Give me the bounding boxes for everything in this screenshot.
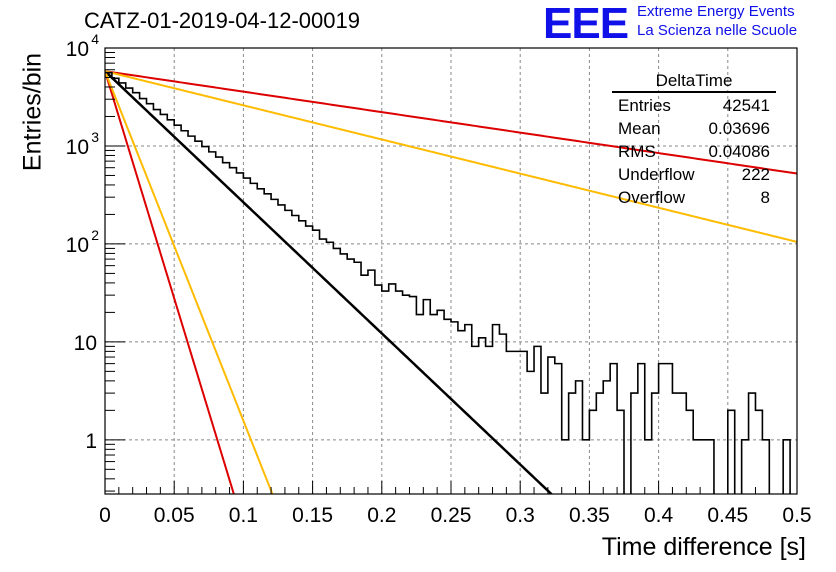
stats-value: 42541 <box>722 96 770 115</box>
stats-label: RMS <box>618 142 656 161</box>
curves <box>105 70 797 494</box>
x-tick-label: 0.5 <box>782 504 811 527</box>
x-tick-label: 0.15 <box>292 504 333 527</box>
fit-curve <box>105 70 797 175</box>
eee-logo: EEE <box>543 0 629 48</box>
grid <box>105 48 797 494</box>
stats-row-underflow: Underflow 222 <box>612 163 776 186</box>
histogram-step-line <box>105 71 791 494</box>
x-tick-label: 0.2 <box>367 504 396 527</box>
fit-curve <box>105 70 554 494</box>
x-tick-label: 0.35 <box>569 504 610 527</box>
fit-curve <box>105 70 797 243</box>
stats-value: 8 <box>760 188 770 207</box>
stats-title: DeltaTime <box>612 70 776 93</box>
x-axis-label: Time difference [s] <box>601 533 806 561</box>
x-tick-label: 0.05 <box>154 504 195 527</box>
stats-row-mean: Mean 0.03696 <box>612 117 776 140</box>
stats-row-entries: Entries 42541 <box>612 94 776 117</box>
fit-curve <box>105 70 274 494</box>
x-tick-label: 0.4 <box>644 504 674 527</box>
x-tick-label: 0.45 <box>707 504 748 527</box>
y-axis-label: Entries/bin <box>18 52 47 172</box>
logo-caption-line2: La Scienza nelle Scuole <box>637 22 798 39</box>
y-tick-label: 10 <box>74 332 97 355</box>
y-tick-exponent: 4 <box>91 31 99 47</box>
stats-box: DeltaTime Entries 42541 Mean 0.03696 RMS… <box>612 70 776 209</box>
stats-label: Overflow <box>618 188 686 207</box>
run-title: CATZ-01-2019-04-12-00019 <box>84 8 360 33</box>
axis-ticks <box>104 47 798 494</box>
stats-label: Mean <box>618 119 661 138</box>
y-tick-label: 10 <box>66 38 89 61</box>
stats-row-overflow: Overflow 8 <box>612 186 776 209</box>
stats-value: 0.04086 <box>708 142 770 161</box>
y-tick-exponent: 3 <box>91 129 99 145</box>
y-tick-exponent: 2 <box>91 227 99 243</box>
x-tick-label: 0 <box>99 504 111 527</box>
y-tick-label: 1 <box>85 430 97 453</box>
stats-value: 222 <box>741 165 770 184</box>
x-tick-label: 0.3 <box>506 504 535 527</box>
fit-curve <box>105 70 235 494</box>
stats-value: 0.03696 <box>708 119 770 138</box>
stats-label: Entries <box>618 96 671 115</box>
histogram <box>105 71 791 494</box>
stats-label: Underflow <box>618 165 695 184</box>
y-tick-label: 10 <box>66 234 89 257</box>
stats-row-rms: RMS 0.04086 <box>612 140 776 163</box>
logo-caption-line1: Extreme Energy Events <box>637 3 795 20</box>
y-tick-label: 10 <box>66 136 89 159</box>
x-tick-label: 0.1 <box>229 504 258 527</box>
x-tick-label: 0.25 <box>431 504 472 527</box>
tick-labels: 0 0.05 0.1 0.15 0.2 0.25 0.3 0.35 0.4 0.45 0.5 1 10 1… <box>66 31 812 527</box>
